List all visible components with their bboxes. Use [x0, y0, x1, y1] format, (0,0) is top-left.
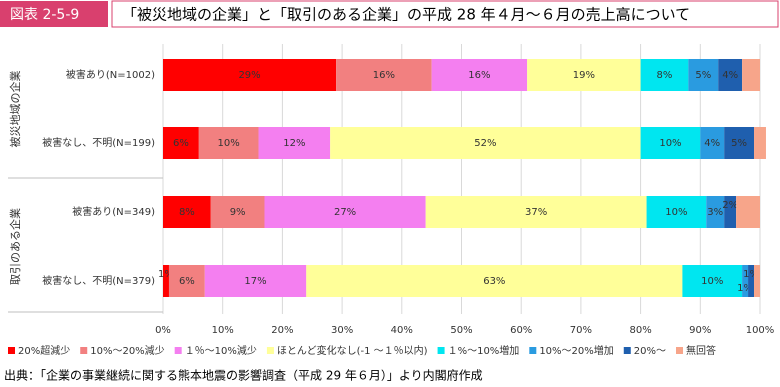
- bar-segment: [527, 59, 641, 91]
- bar-segment: [748, 265, 755, 297]
- legend-label: ほとんど変化なし(-1 ～１％以内): [277, 344, 428, 357]
- bar-segment: [198, 127, 259, 159]
- bar-segment: [163, 59, 337, 91]
- data-label: 8%: [179, 207, 195, 218]
- legend-label: 無回答: [686, 344, 716, 357]
- legend-label: 20%超減少: [18, 344, 70, 357]
- bar-segment: [742, 265, 749, 297]
- bar-segment: [682, 265, 743, 297]
- data-label: 17%: [244, 276, 266, 287]
- bar-segment: [336, 59, 432, 91]
- legend-swatch: [437, 347, 445, 354]
- x-tick-label: 40%: [391, 325, 413, 336]
- legend-label: １%～10%増加: [448, 344, 520, 357]
- bar-segment: [168, 265, 205, 297]
- data-label: 3%: [707, 207, 723, 218]
- bar-segment: [425, 196, 647, 228]
- data-label: 29%: [238, 70, 260, 81]
- data-label: 63%: [483, 276, 505, 287]
- data-label: 16%: [468, 70, 490, 81]
- bar-segment: [330, 127, 641, 159]
- data-label: 10%: [701, 276, 723, 287]
- x-tick-label: 10%: [212, 325, 234, 336]
- data-label: 1%: [737, 283, 753, 294]
- bar-segment: [754, 127, 766, 159]
- x-tick-label: 50%: [450, 325, 472, 336]
- data-label: 5%: [695, 70, 711, 81]
- data-label: 1%: [158, 269, 174, 280]
- bar-segment: [718, 59, 743, 91]
- legend-swatch: [8, 347, 15, 354]
- x-tick-label: 80%: [629, 325, 651, 336]
- legend-label: 20%～: [634, 346, 666, 357]
- title-box: [111, 0, 779, 28]
- bar-segment: [724, 196, 737, 228]
- bar-segment: [688, 59, 719, 91]
- category-label: 被害あり(N=349): [72, 205, 155, 218]
- bar-segment: [736, 196, 760, 228]
- x-tick-label: 60%: [510, 325, 532, 336]
- bar-segment: [640, 127, 701, 159]
- bar-segment: [724, 127, 755, 159]
- bar-segment: [640, 59, 689, 91]
- data-label: 9%: [230, 207, 246, 218]
- legend-swatch: [676, 347, 683, 354]
- data-label: 4%: [704, 138, 720, 149]
- data-label: 1%: [743, 269, 759, 280]
- bar-segment: [163, 127, 199, 159]
- data-label: 10%: [218, 138, 240, 149]
- data-label: 2%: [722, 200, 738, 211]
- data-label: 4%: [722, 70, 738, 81]
- category-label: 被害なし、不明(N=379): [42, 274, 155, 287]
- bar-segment: [431, 59, 528, 91]
- bar-segment: [646, 196, 707, 228]
- x-tick-label: 100%: [746, 325, 775, 336]
- bar-segment: [700, 127, 725, 159]
- bar-segment: [163, 196, 211, 228]
- legend-swatch: [529, 347, 537, 354]
- figure-label-box: [0, 1, 108, 27]
- figure-label: 図表 2-5-9: [10, 7, 79, 23]
- group-label: 被災地域の企業: [8, 71, 22, 148]
- legend-swatch: [623, 347, 631, 354]
- data-label: 16%: [373, 70, 395, 81]
- bar-segment: [706, 196, 725, 228]
- data-label: 10%: [665, 207, 687, 218]
- data-label: 12%: [283, 138, 305, 149]
- category-label: 被害あり(N=1002): [66, 68, 155, 81]
- data-label: 6%: [179, 276, 195, 287]
- x-tick-label: 0%: [155, 325, 171, 336]
- x-tick-label: 90%: [689, 325, 711, 336]
- legend-label: 10%～20%減少: [90, 344, 164, 357]
- bar-segment: [306, 265, 683, 297]
- bar-segment: [742, 59, 760, 91]
- group-label: 取引のある企業: [8, 208, 22, 285]
- legend-swatch: [174, 347, 182, 354]
- chart-title: 「被災地域の企業」と「取引のある企業」の平成 28 年４月～６月の売上高について: [122, 6, 690, 24]
- bar-segment: [204, 265, 307, 297]
- bar-segment: [258, 127, 331, 159]
- data-label: 10%: [659, 138, 681, 149]
- source: 出典：「企業の事業継続に関する熊本地震の影響調査（平成 29 年６月）」より内閣…: [4, 368, 483, 383]
- x-tick-label: 20%: [271, 325, 293, 336]
- data-label: 52%: [474, 138, 496, 149]
- x-tick-label: 70%: [570, 325, 592, 336]
- bar-segment: [264, 196, 426, 228]
- bar-segment: [754, 265, 760, 297]
- data-label: 37%: [525, 207, 547, 218]
- data-label: 8%: [657, 70, 673, 81]
- legend-swatch: [80, 347, 88, 354]
- bar-segment: [210, 196, 265, 228]
- legend-swatch: [266, 347, 274, 354]
- data-label: 19%: [573, 70, 595, 81]
- legend-label: １％～10%減少: [185, 344, 257, 357]
- category-label: 被害なし、不明(N=199): [42, 136, 155, 149]
- data-label: 6%: [173, 138, 189, 149]
- bar-segment: [163, 265, 169, 297]
- x-tick-label: 30%: [331, 325, 353, 336]
- legend-label: 10%～20%増加: [539, 344, 613, 357]
- data-label: 27%: [334, 207, 356, 218]
- data-label: 5%: [731, 138, 747, 149]
